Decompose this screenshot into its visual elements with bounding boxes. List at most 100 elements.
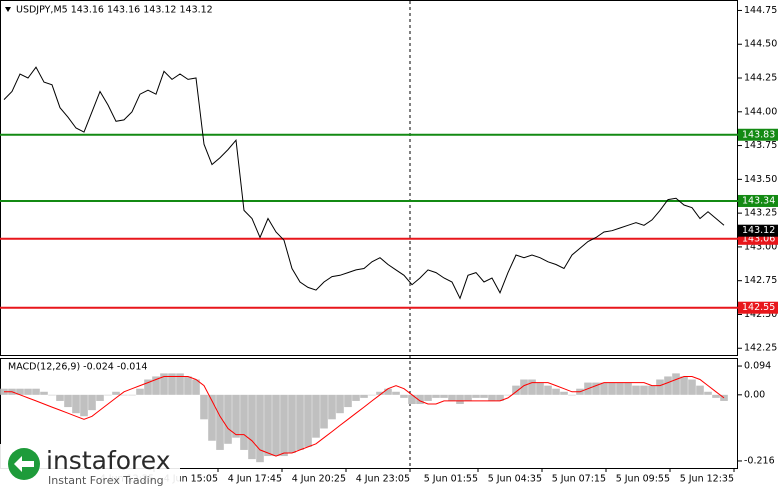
x-tick-label: 5 Jun 01:55: [424, 474, 478, 485]
x-tick-label: 5 Jun 12:35: [680, 474, 734, 485]
chart-title: USDJPY,M5 143.16 143.16 143.12 143.12: [16, 5, 213, 16]
y-tick-label: 142.25: [744, 343, 777, 354]
macd-bar: [288, 394, 296, 453]
y-tick-label: 0.00: [744, 389, 765, 400]
macd-bar: [320, 394, 328, 429]
macd-bar: [392, 391, 400, 395]
macd-bar: [128, 394, 136, 396]
macd-bar: [664, 376, 672, 395]
macd-bar: [688, 379, 696, 395]
macd-bar: [648, 385, 656, 395]
level-label: 142.55: [742, 302, 775, 313]
x-tick-label: 4 Jun 15:05: [164, 474, 218, 485]
x-tick-label: 5 Jun 09:55: [616, 474, 670, 485]
price-line: [3, 66, 725, 300]
macd-bar: [104, 394, 112, 396]
y-tick-label: 0.094: [744, 361, 771, 372]
y-tick-label: 143.50: [744, 174, 777, 185]
macd-bar: [48, 394, 56, 396]
macd-bar: [88, 394, 96, 411]
macd-bar: [344, 394, 352, 408]
level-label: 143.06: [742, 233, 775, 244]
macd-bar: [408, 394, 416, 405]
y-tick-label: 143.00: [744, 241, 777, 252]
macd-bar: [680, 376, 688, 395]
current-price-bg: [738, 224, 778, 237]
y-tick-label: 144.00: [744, 106, 777, 117]
macd-bar: [608, 382, 616, 395]
macd-bar: [704, 391, 712, 395]
macd-bar: [696, 385, 704, 395]
macd-bar: [80, 394, 88, 417]
macd-bar: [712, 394, 720, 398]
macd-bar: [144, 379, 152, 395]
macd-bar: [632, 385, 640, 395]
macd-bar: [424, 394, 432, 401]
macd-bar: [56, 394, 64, 401]
macd-bar: [624, 382, 632, 395]
y-tick-label: 142.75: [744, 275, 777, 286]
macd-bar: [176, 373, 184, 395]
macd-bar: [96, 394, 104, 401]
macd-bar: [264, 394, 272, 457]
macd-bar: [600, 382, 608, 395]
macd-bar: [152, 376, 160, 395]
macd-bar: [296, 394, 304, 450]
macd-bar: [248, 394, 256, 460]
y-tick-label: 142.50: [744, 309, 777, 320]
y-tick-label: 143.25: [744, 208, 777, 219]
signal-line: [4, 376, 725, 457]
macd-bar: [232, 394, 240, 438]
current-price-label: 143.12: [742, 225, 775, 236]
macd-bar: [280, 394, 288, 457]
macd-bar: [472, 394, 480, 398]
macd-bar: [64, 394, 72, 408]
macd-bar: [616, 382, 624, 395]
macd-bar: [464, 394, 472, 401]
macd-bar: [496, 394, 504, 401]
macd-panel-frame: [0, 358, 738, 469]
y-tick-label: 144.75: [744, 5, 777, 16]
macd-bar: [368, 394, 376, 396]
logo-arrow: [14, 456, 34, 472]
macd-bar: [440, 394, 448, 398]
macd-bar: [208, 394, 216, 441]
x-tick-label: 5 Jun 04:35: [488, 474, 542, 485]
level-label-bg: [738, 194, 778, 207]
macd-bar: [640, 385, 648, 395]
macd-title: MACD(12,26,9) -0.024 -0.014: [8, 362, 147, 373]
macd-bar: [536, 382, 544, 395]
x-tick-label: 4 Jun 20:25: [292, 474, 346, 485]
macd-bar: [168, 373, 176, 395]
level-label: 143.34: [742, 195, 775, 206]
y-tick-label: 144.25: [744, 73, 777, 84]
macd-bar: [512, 385, 520, 395]
macd-bar: [120, 394, 128, 396]
macd-bar: [672, 373, 680, 395]
macd-bar: [544, 385, 552, 395]
x-tick-label: 4 Jun 23:05: [356, 474, 410, 485]
macd-bar: [456, 394, 464, 405]
level-label-bg: [738, 128, 778, 141]
macd-bar: [136, 388, 144, 395]
macd-bar: [72, 394, 80, 414]
macd-bar: [560, 391, 568, 395]
watermark: instaforex Instant Forex Trading: [0, 444, 180, 489]
macd-bar: [384, 388, 392, 395]
y-tick-label: -0.216: [744, 455, 775, 466]
macd-bar: [360, 394, 368, 398]
macd-bar: [552, 388, 560, 395]
macd-bar: [216, 394, 224, 450]
macd-bar: [336, 394, 344, 414]
y-tick-label: 143.75: [744, 140, 777, 151]
macd-bar: [328, 394, 336, 420]
title-arrow: [5, 7, 11, 12]
brand: instaforex: [46, 446, 171, 475]
macd-bar: [488, 394, 496, 401]
x-tick-label: 4 Jun 17:45: [228, 474, 282, 485]
macd-bar: [184, 376, 192, 395]
tagline: Instant Forex Trading: [48, 474, 164, 487]
